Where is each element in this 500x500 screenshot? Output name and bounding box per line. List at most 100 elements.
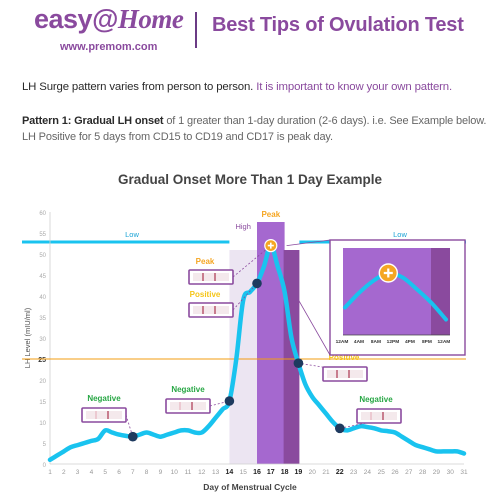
x-tick-21: 21 xyxy=(322,469,330,476)
y-tick-10: 10 xyxy=(39,421,46,427)
x-axis-label: Day of Menstrual Cycle xyxy=(203,482,297,492)
x-tick-20: 20 xyxy=(309,469,317,476)
lh-level-chart: LowHighPeakOvulationLow05101520253035404… xyxy=(22,210,468,492)
y-tick-40: 40 xyxy=(39,295,46,301)
strip-label-positive-2: Positive xyxy=(329,353,360,362)
phase-label-low-left: Low xyxy=(125,230,139,239)
x-tick-16: 16 xyxy=(253,469,261,476)
y-tick-35: 35 xyxy=(39,316,46,322)
x-tick-10: 10 xyxy=(171,469,179,476)
x-tick-12: 12 xyxy=(198,469,206,476)
strip-label-negative-3: Negative xyxy=(87,394,121,403)
phase-label-low-right: Low xyxy=(393,230,407,239)
y-tick-30: 30 xyxy=(39,337,46,343)
x-tick-4: 4 xyxy=(90,469,94,476)
logo-home: Home xyxy=(117,4,184,34)
x-tick-23: 23 xyxy=(350,469,358,476)
y-tick-0: 0 xyxy=(43,463,47,469)
pattern-line2: LH Positive for 5 days from CD15 to CD19… xyxy=(22,131,333,143)
inset-time-label-2: 8AM xyxy=(371,339,381,345)
x-tick-15: 15 xyxy=(240,469,248,476)
inset-plus-icon xyxy=(383,268,393,278)
strip-label-negative-5: Negative xyxy=(359,395,393,404)
intro-text: LH Surge pattern varies from person to p… xyxy=(22,81,254,93)
x-tick-3: 3 xyxy=(76,469,80,476)
inset-time-label-5: 8PM xyxy=(422,339,432,345)
x-tick-29: 29 xyxy=(433,469,441,476)
x-tick-26: 26 xyxy=(391,469,399,476)
logo-url: www.premom.com xyxy=(60,41,158,53)
test-marker-day-14[interactable] xyxy=(224,396,235,406)
test-strip-window-2 xyxy=(327,370,363,378)
strip-connector-2 xyxy=(298,362,368,375)
strip-label-positive-1: Positive xyxy=(190,290,221,299)
y-tick-55: 55 xyxy=(39,232,46,238)
x-tick-6: 6 xyxy=(117,469,121,476)
x-tick-5: 5 xyxy=(103,469,107,476)
page-title: Best Tips of Ovulation Test xyxy=(212,14,464,36)
test-marker-day-16[interactable] xyxy=(252,278,262,289)
pattern-description: Pattern 1: Gradual LH onset of 1 greater… xyxy=(22,113,492,145)
inset-time-label-3: 12PM xyxy=(387,339,400,345)
x-tick-11: 11 xyxy=(185,469,192,476)
x-tick-8: 8 xyxy=(145,469,149,476)
inset-connector-bottom xyxy=(286,279,331,356)
x-tick-7: 7 xyxy=(131,469,135,476)
test-strip-window-0 xyxy=(193,273,229,281)
intro-highlight: It is important to know your own pattern… xyxy=(256,81,452,93)
x-tick-24: 24 xyxy=(364,469,372,476)
phase-band-peak xyxy=(257,222,285,464)
test-strip-window-5 xyxy=(361,412,397,420)
x-tick-27: 27 xyxy=(405,469,413,476)
x-tick-14: 14 xyxy=(226,469,234,476)
y-tick-45: 45 xyxy=(39,274,46,280)
inset-time-label-6: 12AM xyxy=(438,339,451,345)
strip-connector-5 xyxy=(339,415,402,429)
x-tick-30: 30 xyxy=(447,469,455,476)
y-tick-5: 5 xyxy=(43,442,47,448)
pattern-lead: Pattern 1: Gradual LH onset xyxy=(22,115,164,127)
logo-wordmark: easy@Home xyxy=(34,4,184,35)
x-tick-28: 28 xyxy=(419,469,427,476)
intro-paragraph: LH Surge pattern varies from person to p… xyxy=(22,81,492,93)
test-strip-window-3 xyxy=(86,411,122,419)
y-tick-50: 50 xyxy=(39,253,46,259)
plus-icon xyxy=(267,242,274,249)
strip-label-peak-0: Peak xyxy=(196,257,215,266)
logo-prefix: easy@ xyxy=(34,4,118,34)
header: easy@Home www.premom.com Best Tips of Ov… xyxy=(0,0,500,62)
easy-home-logo[interactable]: easy@Home www.premom.com xyxy=(34,4,184,58)
chart-title: Gradual Onset More Than 1 Day Example xyxy=(117,172,383,187)
y-tick-15: 15 xyxy=(39,400,46,406)
x-tick-1: 1 xyxy=(48,469,52,476)
y-tick-20: 20 xyxy=(39,379,46,385)
inset-time-label-1: 4AM xyxy=(354,339,364,345)
inset-connector-top xyxy=(286,239,331,246)
phase-band-high xyxy=(229,250,257,464)
test-strip-window-4 xyxy=(170,402,206,410)
phase-label-ovulation: Ovulation xyxy=(289,224,319,231)
x-tick-13: 13 xyxy=(212,469,220,476)
x-tick-18: 18 xyxy=(281,469,289,476)
y-axis-label: LH Level (mIU/ml) xyxy=(23,307,32,368)
pattern-line1: of 1 greater than 1-day duration (2-6 da… xyxy=(166,115,487,127)
test-marker-day-22[interactable] xyxy=(335,423,345,434)
inset-time-label-4: 4PM xyxy=(405,339,415,345)
strip-label-negative-4: Negative xyxy=(171,385,205,394)
phase-label-peak: Peak xyxy=(261,210,280,219)
strip-connector-0 xyxy=(232,245,272,278)
test-strip-window-1 xyxy=(193,306,229,314)
inset-time-label-0: 12AM xyxy=(336,339,349,345)
x-tick-19: 19 xyxy=(295,469,303,476)
y-tick-60: 60 xyxy=(39,211,46,217)
phase-label-high: High xyxy=(235,222,250,231)
test-marker-day-19[interactable] xyxy=(293,358,304,368)
x-tick-9: 9 xyxy=(159,469,163,476)
x-tick-17: 17 xyxy=(267,469,275,476)
test-marker-day-7[interactable] xyxy=(128,431,138,442)
x-tick-31: 31 xyxy=(460,469,468,476)
x-tick-25: 25 xyxy=(378,469,386,476)
x-tick-2: 2 xyxy=(62,469,66,476)
header-divider xyxy=(195,12,197,48)
inset-ovulation-band xyxy=(431,248,450,335)
